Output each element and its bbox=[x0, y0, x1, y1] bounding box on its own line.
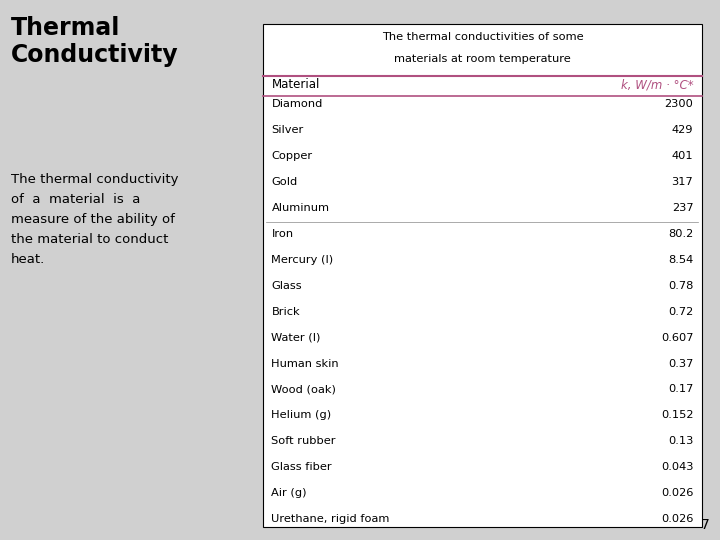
FancyBboxPatch shape bbox=[263, 24, 702, 526]
Text: materials at room temperature: materials at room temperature bbox=[394, 54, 571, 64]
Text: Human skin: Human skin bbox=[271, 359, 339, 369]
Text: 0.17: 0.17 bbox=[668, 384, 693, 395]
Text: Gold: Gold bbox=[271, 177, 297, 187]
Text: Copper: Copper bbox=[271, 151, 312, 161]
Text: 7: 7 bbox=[701, 518, 709, 532]
Text: 8.54: 8.54 bbox=[668, 255, 693, 265]
Text: 0.72: 0.72 bbox=[668, 307, 693, 317]
Text: Air (g): Air (g) bbox=[271, 488, 307, 498]
Text: Helium (g): Helium (g) bbox=[271, 410, 332, 421]
Text: 0.026: 0.026 bbox=[661, 514, 693, 524]
Text: Diamond: Diamond bbox=[271, 99, 323, 110]
Text: Soft rubber: Soft rubber bbox=[271, 436, 336, 447]
Text: Urethane, rigid foam: Urethane, rigid foam bbox=[271, 514, 390, 524]
Text: Thermal
Conductivity: Thermal Conductivity bbox=[11, 16, 179, 67]
Text: 0.607: 0.607 bbox=[661, 333, 693, 343]
Text: 80.2: 80.2 bbox=[668, 229, 693, 239]
Text: Glass: Glass bbox=[271, 281, 302, 291]
Text: Aluminum: Aluminum bbox=[271, 203, 330, 213]
Text: 237: 237 bbox=[672, 203, 693, 213]
Text: 0.026: 0.026 bbox=[661, 488, 693, 498]
Text: 0.78: 0.78 bbox=[668, 281, 693, 291]
Text: 0.13: 0.13 bbox=[668, 436, 693, 447]
Text: Iron: Iron bbox=[271, 229, 294, 239]
Text: 401: 401 bbox=[672, 151, 693, 161]
Text: 0.043: 0.043 bbox=[661, 462, 693, 472]
Text: The thermal conductivities of some: The thermal conductivities of some bbox=[382, 32, 583, 43]
Text: 0.152: 0.152 bbox=[661, 410, 693, 421]
Text: 317: 317 bbox=[672, 177, 693, 187]
Text: 2300: 2300 bbox=[665, 99, 693, 110]
Text: k, W/m · °C*: k, W/m · °C* bbox=[621, 78, 693, 91]
Text: Material: Material bbox=[271, 78, 320, 91]
Text: Water (l): Water (l) bbox=[271, 333, 321, 343]
Text: The thermal conductivity
of  a  material  is  a
measure of the ability of
the ma: The thermal conductivity of a material i… bbox=[11, 173, 179, 266]
Text: Glass fiber: Glass fiber bbox=[271, 462, 332, 472]
Text: 429: 429 bbox=[672, 125, 693, 136]
Text: Wood (oak): Wood (oak) bbox=[271, 384, 336, 395]
Text: Brick: Brick bbox=[271, 307, 300, 317]
Text: Mercury (l): Mercury (l) bbox=[271, 255, 333, 265]
Text: Silver: Silver bbox=[271, 125, 304, 136]
Text: 0.37: 0.37 bbox=[668, 359, 693, 369]
